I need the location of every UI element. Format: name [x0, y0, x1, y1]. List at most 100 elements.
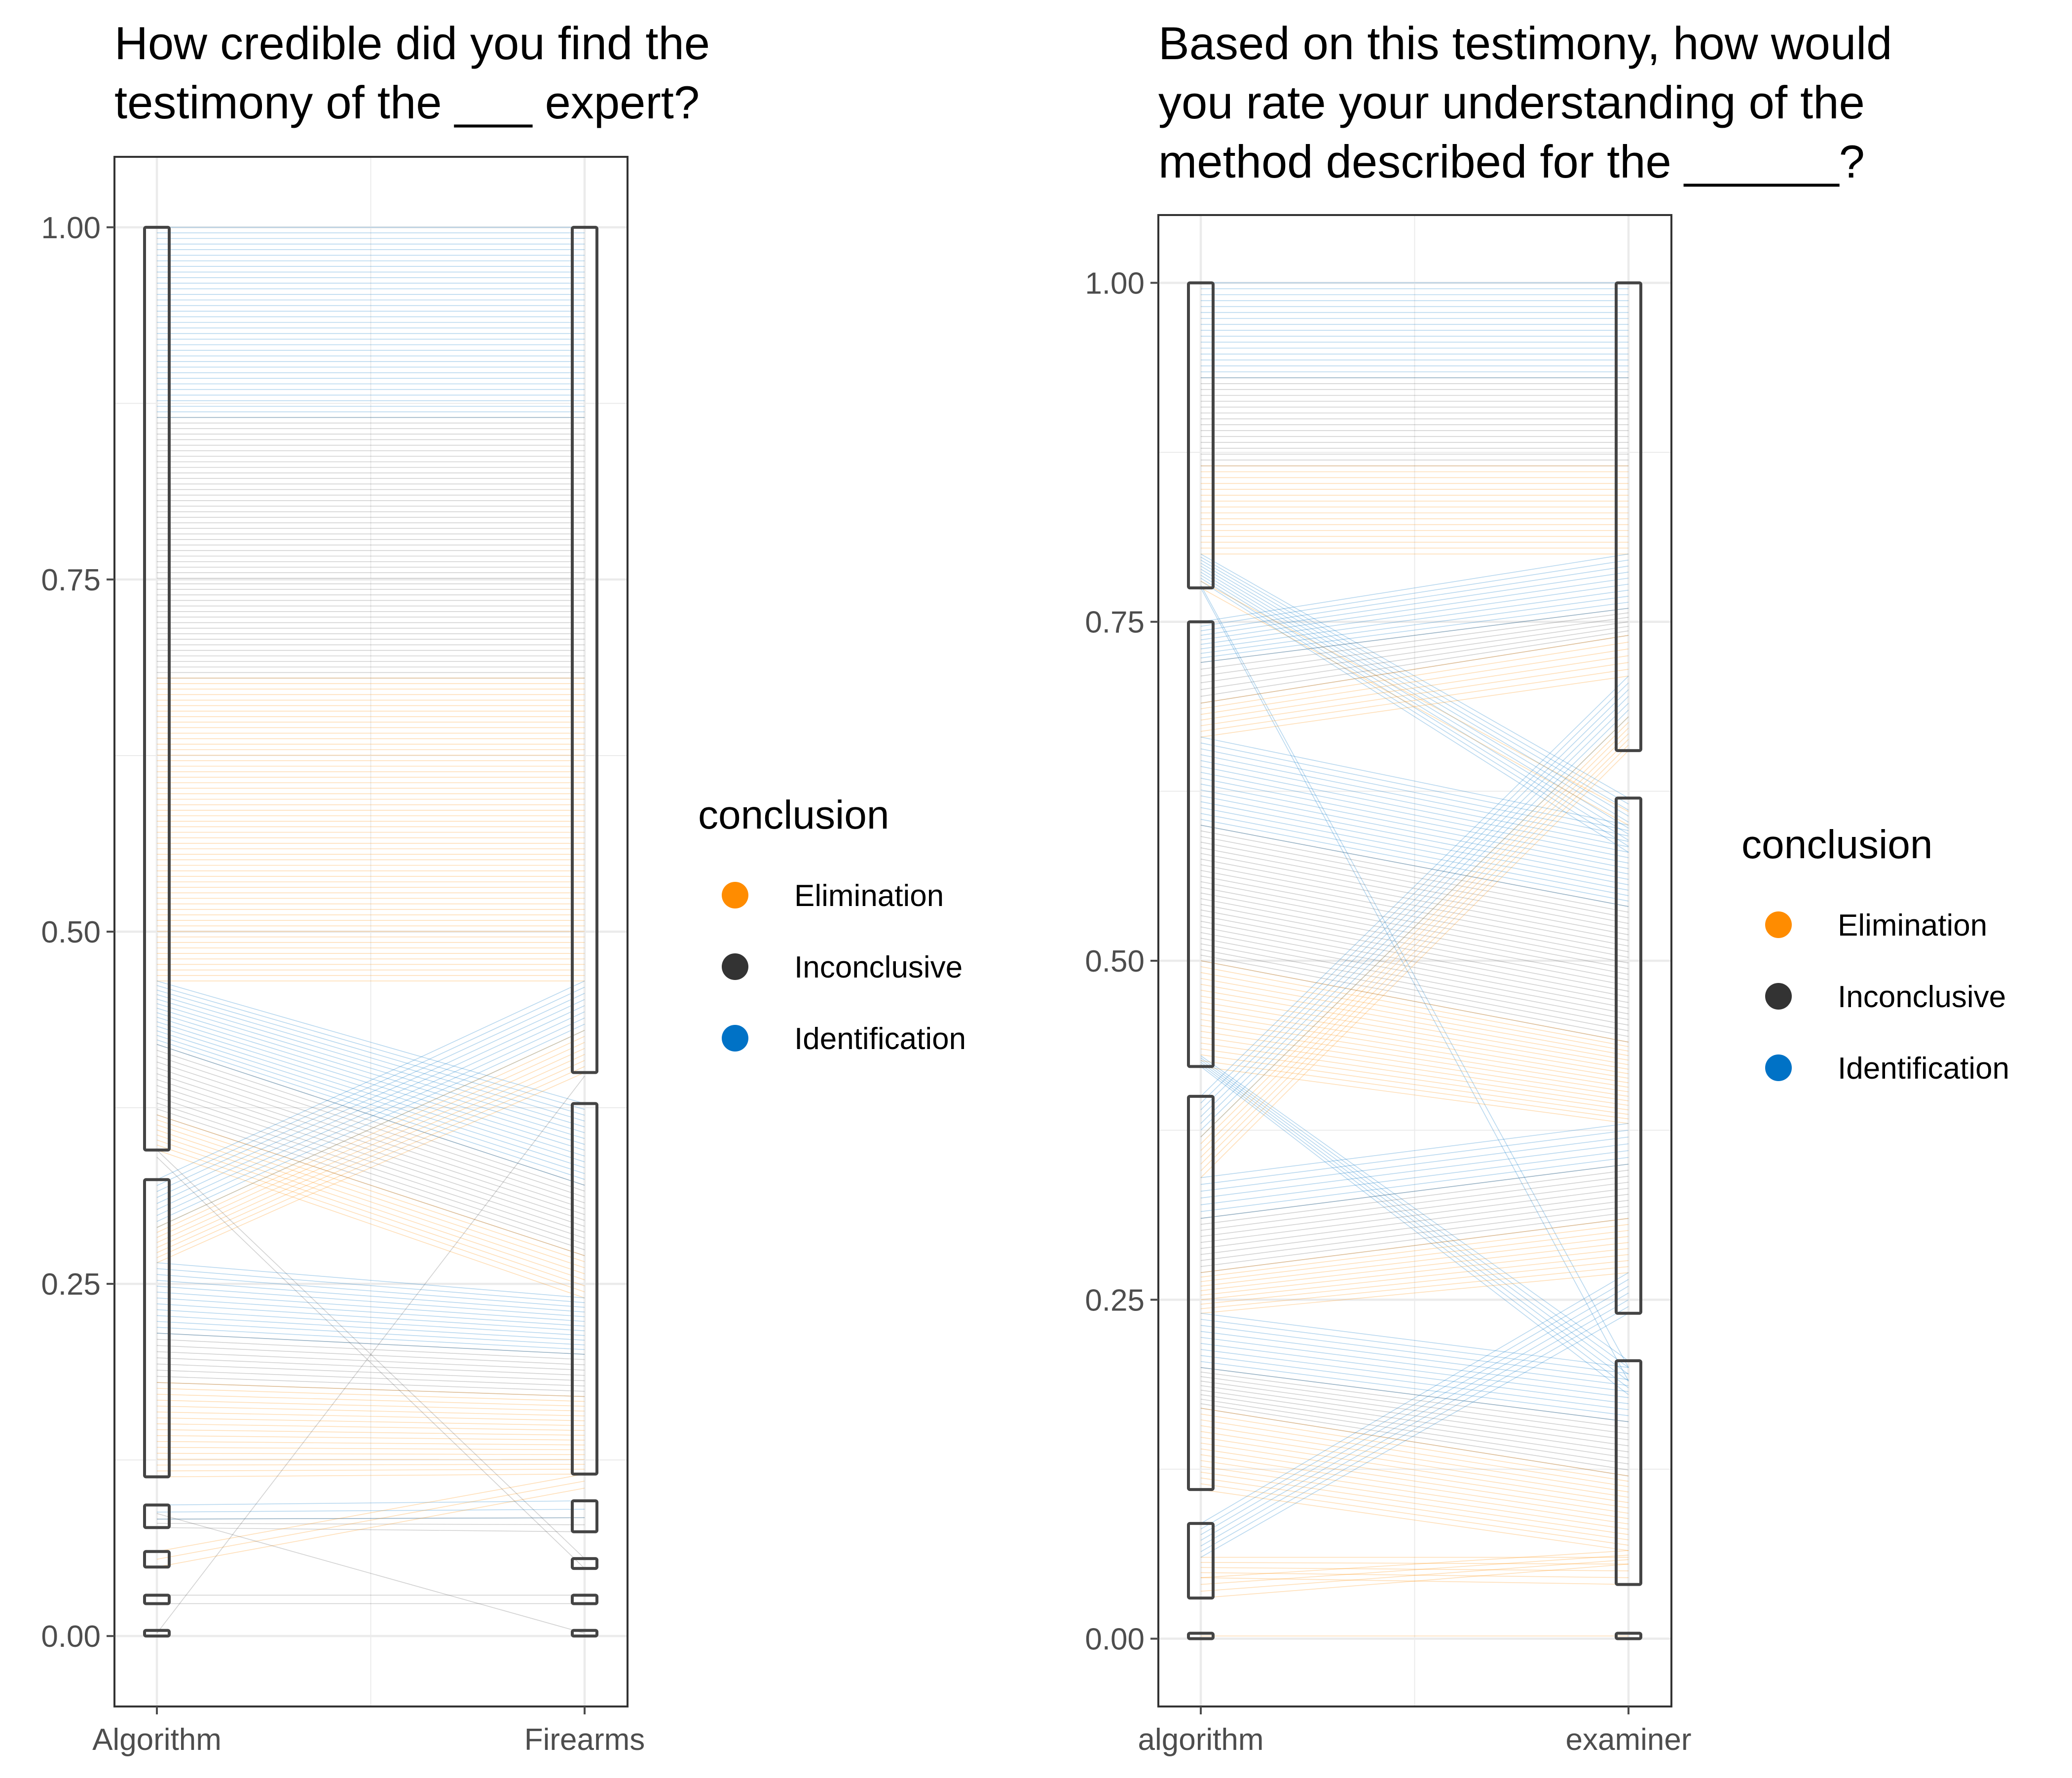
flow-inconclusive: [157, 1595, 585, 1604]
flow-elimination: [1200, 1218, 1629, 1314]
flow-inconclusive: [156, 1333, 585, 1397]
stratum-box: [1187, 281, 1215, 589]
y-tick-label: 1.00: [1085, 266, 1145, 300]
legend-key-elimination: [1765, 911, 1792, 938]
flow-inconclusive: [156, 1150, 585, 1569]
x-tick-label: examiner: [1566, 1723, 1692, 1757]
flow-identification: [1200, 1055, 1629, 1395]
panel-2-title: Based on this testimony, how would you r…: [1158, 17, 1905, 187]
flow-inconclusive: [156, 1076, 585, 1633]
stratum-box: [143, 1629, 171, 1638]
flow-identification: [156, 1262, 585, 1355]
flow-inconclusive: [1200, 608, 1629, 704]
flow-identification: [1200, 1312, 1629, 1422]
stratum-box: [143, 1178, 171, 1479]
flow-inconclusive: [156, 1513, 585, 1634]
stratum-box: [143, 1550, 171, 1569]
panel-2-y-axis: 0.00 0.25 0.50 0.75 1.00: [1085, 266, 1158, 1657]
stratum-box: [571, 225, 598, 1074]
stratum-box: [1187, 1632, 1215, 1640]
flow-identification: [1200, 736, 1629, 907]
stratum-box: [571, 1629, 598, 1638]
panel-2-title-line-3: method described for the ______?: [1158, 136, 1865, 187]
panel-2-title-line-2: you rate your understanding of the: [1158, 76, 1865, 128]
stratum-box: [1187, 1094, 1215, 1491]
flow-identification: [1200, 1272, 1629, 1558]
flow-inconclusive: [156, 1517, 585, 1532]
legend-key-identification: [722, 1025, 748, 1052]
flow-inconclusive: [156, 1044, 585, 1256]
flow-inconclusive: [157, 417, 585, 679]
panel-1-legend-title: conclusion: [698, 793, 889, 837]
panel-2-x-axis: algorithm examiner: [1138, 1706, 1692, 1757]
flow-elimination: [1200, 960, 1629, 1124]
legend-label-elimination: Elimination: [1838, 908, 1987, 943]
x-tick-label: Algorithm: [92, 1723, 222, 1757]
flow-identification: [1200, 585, 1629, 1381]
flow-elimination: [1201, 465, 1628, 555]
stratum-box: [143, 1503, 171, 1529]
flow-identification: [156, 1500, 585, 1520]
panel-2-legend-title: conclusion: [1741, 822, 1932, 867]
y-tick-label: 0.50: [1085, 944, 1145, 979]
panel-1-grid: [114, 157, 628, 1706]
y-tick-label: 0.50: [41, 915, 101, 949]
stratum-box: [143, 225, 171, 1152]
y-tick-label: 0.75: [41, 563, 101, 597]
flow-elimination: [1200, 635, 1629, 738]
stratum-box: [571, 1594, 598, 1605]
panel-2-grid: [1158, 215, 1671, 1706]
flow-identification: [1201, 282, 1628, 378]
stratum-box: [1187, 1522, 1215, 1600]
legend-key-elimination: [722, 882, 748, 908]
panel-1-title-line-1: How credible did you find the: [114, 17, 710, 69]
legend-label-elimination: Elimination: [794, 879, 944, 913]
legend-key-identification: [1765, 1054, 1792, 1081]
flow-elimination: [1200, 716, 1629, 1178]
legend-key-inconclusive: [1765, 983, 1792, 1010]
stratum-box: [1615, 1632, 1642, 1640]
flow-identification: [1200, 1123, 1629, 1219]
y-tick-label: 1.00: [41, 211, 101, 245]
flow-identification: [1200, 553, 1629, 853]
flow-elimination: [1200, 1408, 1629, 1551]
y-tick-label: 0.00: [1085, 1623, 1145, 1657]
x-tick-label: Firearms: [524, 1723, 645, 1757]
flow-inconclusive: [1200, 825, 1629, 1043]
flow-inconclusive: [1200, 1367, 1629, 1477]
stratum-box: [571, 1499, 598, 1533]
legend-label-identification: Identification: [1838, 1052, 2009, 1086]
flow-elimination: [156, 1382, 585, 1478]
panel-1-title-line-2: testimony of the ___ expert?: [114, 76, 700, 128]
legend-label-inconclusive: Inconclusive: [794, 950, 962, 984]
flow-inconclusive: [1201, 377, 1628, 467]
y-tick-label: 0.25: [41, 1268, 101, 1302]
panel-1-title: How credible did you find the testimony …: [114, 17, 723, 128]
stratum-box: [1615, 281, 1642, 752]
flow-identification: [1200, 553, 1629, 663]
legend-label-identification: Identification: [794, 1022, 966, 1056]
y-tick-label: 0.00: [41, 1620, 101, 1654]
flow-identification: [156, 980, 585, 1228]
panel-2: Based on this testimony, how would you r…: [1085, 17, 2009, 1757]
panel-1-legend: conclusion Elimination Inconclusive Identi…: [698, 793, 966, 1056]
panel-1-x-axis: Algorithm Firearms: [92, 1706, 645, 1757]
legend-label-inconclusive: Inconclusive: [1838, 980, 2006, 1014]
flow-identification: [157, 227, 585, 418]
panel-2-legend-entries: Elimination Inconclusive Identification: [1765, 908, 2009, 1086]
panel-1-flows: [156, 227, 585, 1634]
panel-2-flows: [1200, 282, 1629, 1636]
stratum-box: [1615, 797, 1642, 1315]
flow-elimination: [156, 1114, 585, 1299]
flow-elimination: [156, 1473, 585, 1568]
flow-elimination: [1200, 581, 1629, 826]
panel-2-legend: conclusion Elimination Inconclusive Identi…: [1741, 822, 2009, 1086]
y-tick-label: 0.75: [1085, 606, 1145, 640]
flow-elimination: [156, 1030, 585, 1263]
panel-1-legend-entries: Elimination Inconclusive Identification: [722, 879, 966, 1056]
panel-1-strata: [143, 225, 598, 1638]
stratum-box: [571, 1102, 598, 1476]
flow-elimination: [1200, 1550, 1629, 1598]
